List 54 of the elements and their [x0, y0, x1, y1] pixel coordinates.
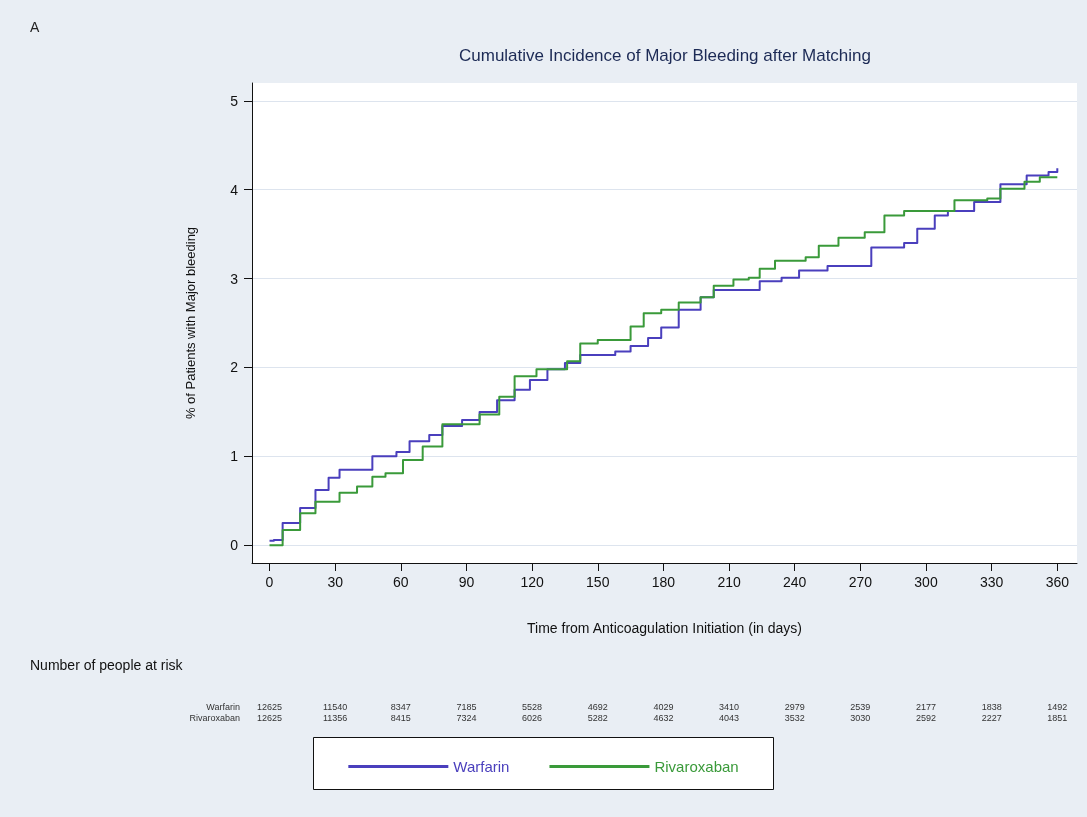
x-tick-label: 240	[783, 574, 807, 590]
text: Rivaroxaban	[189, 712, 240, 723]
text: 3532	[784, 712, 805, 723]
text: 4692	[587, 701, 608, 712]
text: 7324	[456, 712, 477, 723]
x-tick-label: 30	[327, 574, 344, 590]
text: Number of people at risk	[30, 657, 184, 673]
text: 3410	[719, 701, 740, 712]
text: 2227	[981, 712, 1002, 723]
x-tick-label: 150	[586, 574, 610, 590]
x-tick-label: 120	[520, 574, 544, 590]
y-tick-label: 4	[230, 181, 239, 198]
text: 6026	[522, 712, 543, 723]
text: 5528	[522, 701, 543, 712]
text: 2979	[784, 701, 805, 712]
text: 2177	[915, 701, 937, 712]
y-axis-title: % of Patients with Major bleeding	[183, 226, 198, 420]
text: 2539	[850, 701, 871, 712]
text: 4632	[653, 712, 674, 723]
x-tick-label: 0	[265, 574, 274, 590]
text: 11540	[322, 701, 348, 712]
x-tick-label: 180	[651, 574, 676, 590]
text: 8415	[390, 712, 411, 723]
text: 12625	[256, 701, 283, 712]
x-tick-label: 210	[717, 574, 741, 590]
y-tick-label: 5	[230, 92, 239, 109]
chart-title: Cumulative Incidence of Major Bleeding after Matching	[459, 46, 871, 65]
text: 1492	[1047, 701, 1068, 712]
text: 7185	[456, 701, 477, 712]
y-tick-label: 3	[230, 270, 239, 287]
x-tick-label: 360	[1045, 574, 1070, 590]
x-tick-label: 90	[458, 574, 475, 590]
x-axis-title: Time from Anticoagulation Initiation (in days)	[527, 620, 802, 636]
x-tick-label: 60	[393, 574, 409, 590]
text: 5282	[587, 712, 608, 723]
text: 4043	[719, 712, 740, 723]
text: 8347	[390, 701, 411, 712]
text: 11356	[322, 712, 348, 723]
text: 4029	[653, 701, 674, 712]
x-tick-label: 330	[979, 574, 1004, 590]
x-tick-label: 270	[848, 574, 873, 590]
text: Warfarin	[453, 758, 510, 775]
text: 3030	[850, 712, 871, 723]
y-tick-label: 0	[230, 537, 239, 554]
text: Rivaroxaban	[654, 758, 739, 775]
text: A	[30, 19, 40, 35]
text: Warfarin	[206, 701, 240, 712]
text: 1838	[981, 701, 1002, 712]
text: 1851	[1047, 712, 1068, 723]
text: 2592	[915, 712, 937, 723]
y-tick-label: 2	[230, 359, 239, 376]
text: 12625	[256, 712, 283, 723]
x-tick-label: 300	[914, 574, 938, 590]
y-tick-label: 1	[230, 448, 239, 465]
